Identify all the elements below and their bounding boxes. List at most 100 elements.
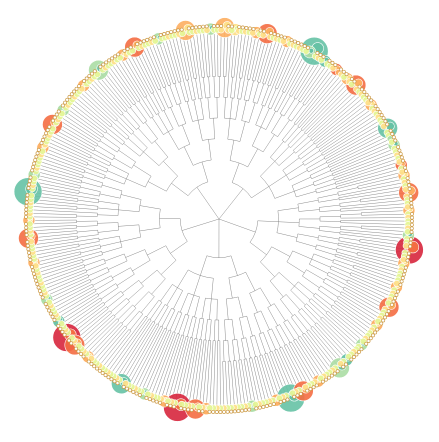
dendrogram-link [97, 209, 119, 216]
dendrogram-link [195, 339, 206, 404]
dendrogram-link [290, 58, 315, 97]
dendrogram-link [332, 152, 393, 177]
leaf-tip-marker [34, 278, 39, 283]
leaf-tip-marker [341, 69, 346, 74]
leaf-tip-marker [230, 24, 234, 29]
leaf-tip-marker [360, 87, 364, 92]
dendrogram-link [230, 77, 233, 99]
leaf-tip-marker [134, 391, 139, 396]
dendrogram-link [242, 186, 269, 199]
dendrogram-link [216, 340, 219, 405]
leaf-tip-marker [24, 211, 29, 216]
dendrogram-link [216, 76, 220, 98]
leaf-tip-marker [52, 317, 57, 322]
dendrogram-link [338, 189, 403, 201]
dendrogram-link [39, 168, 83, 182]
dendrogram-link [333, 259, 354, 267]
dendrogram-link [289, 341, 314, 380]
dendrogram-link [36, 182, 80, 193]
dendrogram-link [46, 148, 88, 166]
dendrogram-link [319, 228, 340, 234]
dendrogram-link [152, 45, 170, 87]
dendrogram-link [104, 176, 127, 185]
dendrogram-link [319, 226, 341, 229]
dendrogram-link [65, 298, 103, 326]
dendrogram-link [340, 225, 362, 228]
dendrogram-link [53, 283, 94, 305]
dendrogram-link [102, 241, 123, 254]
leaf-tip-marker [67, 338, 71, 343]
leaf-tip-marker [65, 97, 70, 102]
dendrogram-link [313, 178, 335, 187]
dendrogram-link [322, 279, 342, 293]
dendrogram-link [308, 93, 357, 138]
dendrogram-link [224, 97, 231, 119]
leaf-tip-marker [398, 282, 403, 287]
dendrogram-link [293, 339, 317, 378]
dendrogram-link [260, 354, 276, 397]
leaf-tip-marker [41, 137, 45, 142]
leaf-tip-marker [226, 24, 231, 29]
dendrogram-link [33, 232, 78, 238]
leaf-tip-marker [225, 409, 230, 414]
dendrogram-link [98, 235, 121, 242]
leaf-tip-marker [285, 397, 290, 402]
dendrogram-link [323, 124, 380, 159]
dendrogram-link [265, 352, 282, 395]
leaf-tip-marker [315, 51, 320, 55]
dendrogram-link [224, 361, 228, 405]
dendrogram-link [57, 126, 96, 150]
dendrogram-link [330, 305, 366, 335]
dendrogram-link [191, 316, 197, 338]
dendrogram-link [330, 265, 351, 274]
dendrogram-link [50, 279, 91, 299]
dendrogram-link [45, 152, 106, 178]
dendrogram-link [50, 139, 91, 159]
dendrogram-link [324, 127, 382, 160]
leaf-tip-marker [176, 28, 181, 33]
leaf-tip-marker [408, 194, 413, 198]
dendrogram-link [298, 218, 321, 223]
leaf-tip-marker [379, 113, 384, 118]
leaf-tip-marker [330, 60, 335, 65]
dendrogram-link [318, 235, 340, 240]
dendrogram-link [160, 284, 178, 302]
dendrogram-link [333, 301, 370, 329]
dendrogram-link [99, 140, 119, 153]
leaf-tip-marker [158, 400, 162, 405]
dendrogram-link [297, 199, 319, 208]
dendrogram-link [336, 172, 400, 190]
dendrogram-link [303, 154, 323, 166]
dendrogram-link [294, 338, 320, 376]
dendrogram-link [237, 78, 241, 100]
dendrogram-link [228, 318, 235, 340]
dendrogram-link [196, 161, 209, 188]
leaf-tip-marker [218, 410, 223, 414]
leaf-tip-marker [401, 272, 406, 277]
dendrogram-link [193, 275, 201, 296]
dendrogram-link [142, 329, 171, 389]
leaf-tip-marker [247, 407, 252, 412]
dendrogram-link [136, 51, 166, 111]
leaf-tip-marker [54, 112, 59, 117]
dendrogram-link [314, 104, 366, 145]
dendrogram-link [33, 219, 77, 222]
leaf-tip-marker [389, 302, 394, 307]
dendrogram-link [234, 360, 242, 404]
dendrogram-link [325, 130, 383, 163]
dendrogram-link [110, 297, 129, 312]
leaf-tip-marker [179, 27, 184, 32]
dendrogram-link [86, 261, 106, 272]
dendrogram-link [133, 164, 152, 182]
dendrogram-link [283, 320, 295, 340]
leaf-tip-marker [92, 364, 97, 369]
dendrogram-link [207, 76, 211, 98]
leaf-tip-marker [403, 165, 407, 170]
dendrogram-link [310, 327, 339, 362]
leaf-tip-marker [106, 375, 111, 380]
dendrogram-link [299, 66, 326, 103]
dendrogram-link [132, 132, 148, 153]
dendrogram-link [243, 337, 251, 359]
leaf-tip-marker [27, 254, 32, 259]
